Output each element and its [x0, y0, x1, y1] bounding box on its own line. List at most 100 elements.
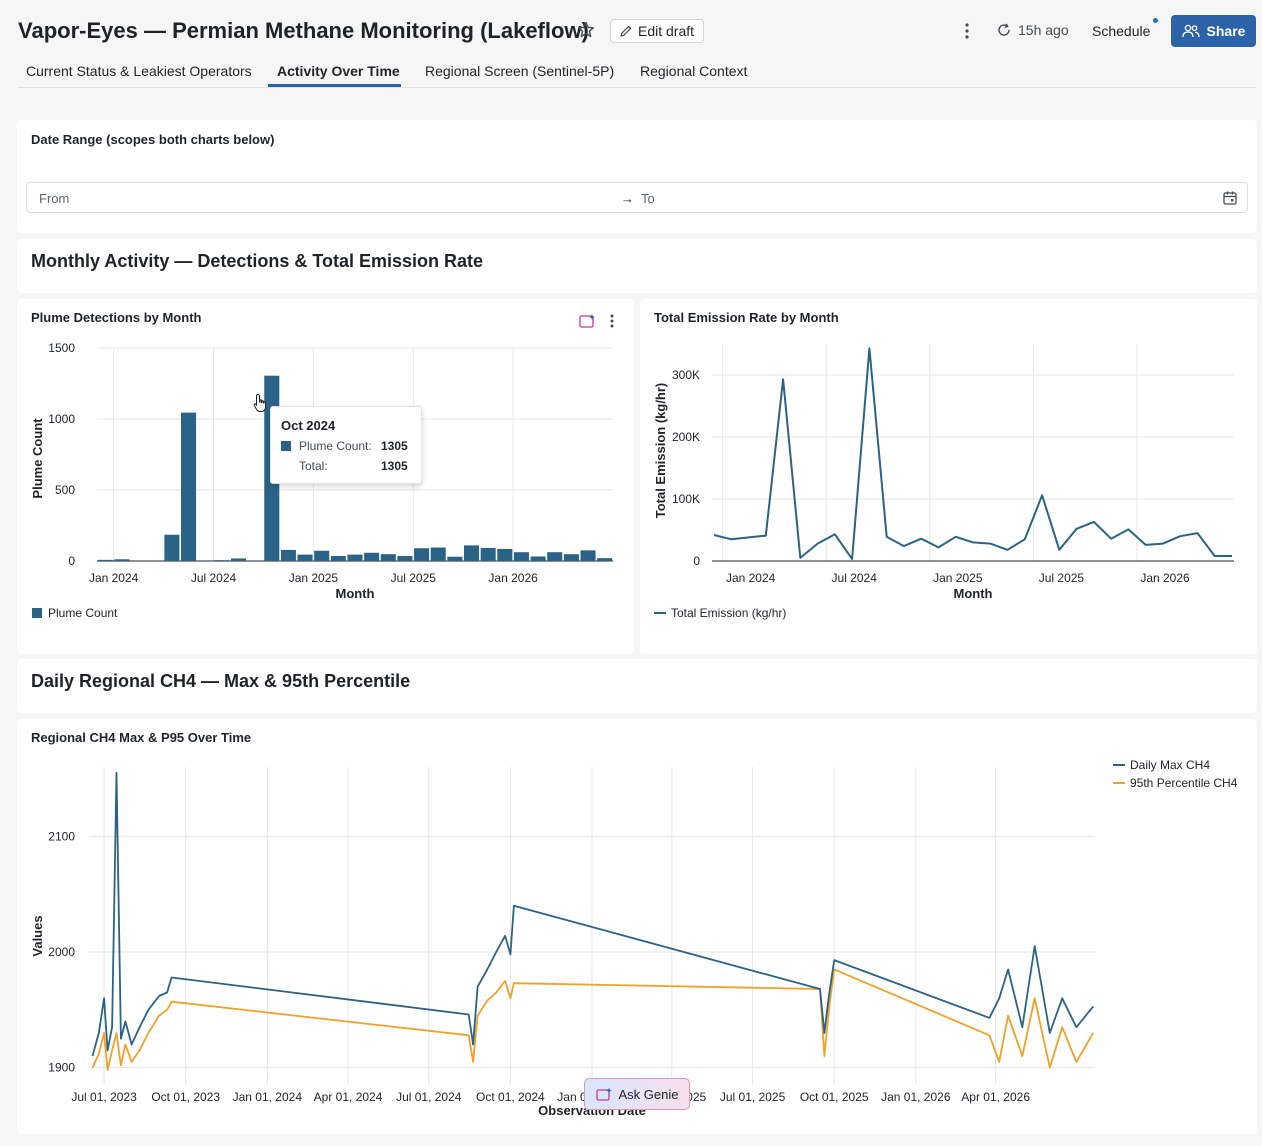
edit-draft-label: Edit draft [638, 23, 695, 39]
tooltip-total-label: Total: [299, 459, 328, 473]
page-tabs: Current Status & Leakiest Operators Acti… [18, 58, 1256, 88]
tab-regional-context[interactable]: Regional Context [640, 63, 748, 79]
tab-current-status[interactable]: Current Status & Leakiest Operators [26, 63, 252, 79]
total-emission-card: Total Emission Rate by Month 0 100K 200K 30… [640, 299, 1257, 654]
tooltip-series-label: Plume Count: [299, 439, 372, 453]
bar [97, 559, 113, 561]
calendar-icon[interactable] [1222, 190, 1238, 206]
bar [181, 412, 197, 561]
bar [380, 554, 396, 561]
x-tick-label: Jan 01, 2026 [881, 1090, 951, 1104]
x-tick-label: Oct 01, 2023 [151, 1090, 220, 1104]
daily-section-title: Daily Regional CH4 — Max & 95th Percenti… [31, 671, 411, 691]
users-icon [1181, 24, 1200, 38]
date-range-title: Date Range (scopes both charts below) [31, 132, 275, 147]
bar [463, 545, 480, 561]
y-axis-title: Values [30, 915, 45, 956]
edit-draft-button[interactable]: Edit draft [610, 19, 705, 43]
tooltip-swatch [281, 441, 291, 451]
date-to-input[interactable]: To [641, 191, 655, 206]
genie-sparkle-icon [595, 1087, 612, 1101]
ask-genie-label: Ask Genie [618, 1086, 679, 1102]
bar [480, 547, 496, 561]
tooltip-series-row: Plume Count: [281, 439, 372, 453]
bar [230, 558, 247, 561]
tooltip-title: Oct 2024 [281, 418, 336, 433]
bar [580, 550, 596, 561]
x-axis-title: Month [336, 586, 375, 601]
chart-title: Total Emission Rate by Month [654, 310, 839, 325]
x-tick-label: Jan 2024 [89, 571, 139, 585]
y-tick-label: 1900 [48, 1061, 75, 1075]
x-tick-label: Oct 01, 2024 [476, 1090, 545, 1104]
bar [447, 556, 463, 561]
y-tick-label: 100K [672, 492, 700, 506]
date-range-picker[interactable]: From → To [26, 182, 1248, 213]
active-tab-indicator [268, 84, 401, 87]
date-from-input[interactable]: From [39, 191, 70, 206]
dashboard-title: Vapor-Eyes — Permian Methane Monitoring … [18, 18, 589, 43]
tooltip-total-value: 1305 [381, 459, 408, 473]
y-tick-label: 0 [693, 554, 700, 568]
ask-genie-button[interactable]: Ask Genie [584, 1078, 690, 1110]
series-line [91, 968, 1094, 1071]
arrow-right-icon: → [621, 191, 634, 206]
x-tick-label: Jul 2024 [191, 571, 237, 585]
x-tick-label: Jan 2026 [1140, 571, 1190, 585]
x-tick-label: Jan 2024 [726, 571, 776, 585]
tab-activity-over-time[interactable]: Activity Over Time [277, 63, 400, 79]
bar [430, 547, 446, 561]
bar [513, 552, 529, 561]
monthly-section-title: Monthly Activity — Detections & Total Em… [31, 251, 484, 271]
star-icon[interactable] [576, 20, 596, 40]
more-options-icon[interactable] [959, 21, 975, 41]
tab-regional-screen[interactable]: Regional Screen (Sentinel-5P) [425, 63, 615, 79]
y-tick-label: 2100 [48, 829, 75, 843]
x-tick-label: Jan 2025 [933, 571, 983, 585]
bar [397, 556, 413, 561]
bar [114, 559, 130, 561]
chart-tooltip: Oct 2024 Plume Count: 1305 Total: 1305 [270, 406, 422, 484]
legend-label: 95th Percentile CH4 [1130, 776, 1238, 790]
legend-swatch [32, 608, 42, 618]
refresh-icon [998, 23, 1010, 36]
series-line [91, 771, 1094, 1057]
y-axis-title: Total Emission (kg/hr) [653, 383, 668, 519]
chart-more-options-icon[interactable] [608, 313, 616, 329]
x-tick-label: Jul 01, 2023 [71, 1090, 137, 1104]
x-tick-label: Jul 2024 [832, 571, 878, 585]
regional-ch4-chart: 1900 2000 2100 Jul 01, 2023 Oct 01, 2023 Jan … [30, 758, 1238, 1118]
x-tick-label: Jan 2026 [488, 571, 538, 585]
y-tick-label: 0 [68, 554, 75, 568]
bar [314, 550, 330, 561]
bar [214, 560, 230, 561]
bar [297, 554, 313, 561]
date-range-card: Date Range (scopes both charts below) Fr… [17, 120, 1257, 233]
x-tick-label: Jul 2025 [1039, 571, 1085, 585]
y-tick-label: 200K [672, 430, 700, 444]
y-tick-label: 1000 [48, 412, 75, 426]
share-button[interactable]: Share [1171, 15, 1256, 47]
x-tick-label: Jul 01, 2025 [720, 1090, 786, 1104]
hand-cursor-icon [253, 393, 266, 412]
bar [164, 534, 180, 561]
dashboard-header: Vapor-Eyes — Permian Methane Monitoring … [0, 0, 1262, 96]
refresh-button[interactable]: 15h ago [996, 22, 1069, 38]
legend-label: Total Emission (kg/hr) [671, 606, 786, 620]
x-tick-label: Jan 01, 2024 [233, 1090, 303, 1104]
y-tick-label: 1500 [48, 341, 75, 355]
tooltip-series-value: 1305 [381, 439, 408, 453]
x-tick-label: Apr 01, 2026 [961, 1090, 1030, 1104]
bar [347, 554, 363, 561]
bar [414, 548, 430, 561]
y-tick-label: 500 [55, 483, 75, 497]
y-tick-label: 2000 [48, 945, 75, 959]
chart-title: Regional CH4 Max & P95 Over Time [31, 730, 252, 745]
bar [364, 552, 380, 561]
bar [547, 552, 563, 561]
y-axis-title: Plume Count [30, 418, 45, 499]
schedule-button[interactable]: Schedule [1092, 23, 1151, 39]
legend-label: Daily Max CH4 [1130, 758, 1210, 772]
x-axis-title: Month [954, 586, 993, 601]
genie-chart-icon[interactable] [579, 313, 597, 329]
